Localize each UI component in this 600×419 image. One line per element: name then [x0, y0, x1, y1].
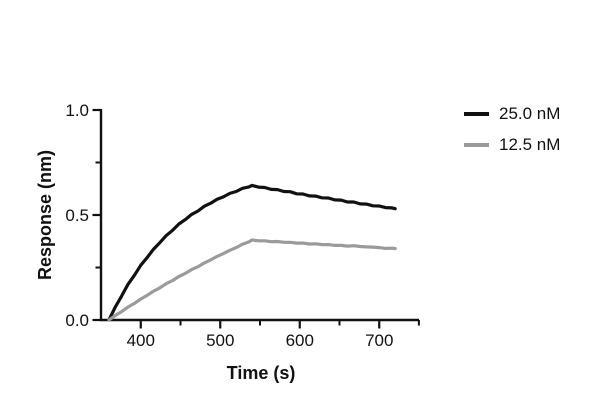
y-minor-ticks: [95, 161, 101, 269]
legend-row-25.0-nM: 25.0 nM: [464, 104, 560, 124]
series-line-12.5-nM: [107, 238, 397, 322]
x-axis-title: Time (s): [227, 363, 296, 383]
x-minor-ticks: [179, 320, 420, 326]
x-tick-label-600: 600: [286, 331, 314, 350]
x-tick-label-700: 700: [365, 331, 393, 350]
legend-label: 12.5 nM: [499, 135, 561, 154]
x-tick-label-500: 500: [206, 331, 234, 350]
series-lines: [107, 183, 397, 322]
y-major-ticks: [92, 108, 101, 322]
legend-row-12.5-nM: 12.5 nM: [464, 135, 560, 155]
y-axis-title: Response (nm): [35, 150, 55, 280]
y-tick-label-1.0: 1.0: [65, 101, 89, 120]
legend: 25.0 nM 12.5 nM: [464, 104, 560, 155]
legend-line-swatch: [464, 112, 489, 116]
series-line-25.0-nM: [107, 183, 397, 322]
legend-label: 25.0 nM: [499, 104, 561, 123]
y-tick-label-0.5: 0.5: [65, 206, 89, 225]
x-tick-label-400: 400: [127, 331, 155, 350]
legend-line-swatch: [464, 143, 489, 147]
y-tick-label-0.0: 0.0: [65, 311, 89, 330]
x-major-ticks: [139, 320, 381, 329]
